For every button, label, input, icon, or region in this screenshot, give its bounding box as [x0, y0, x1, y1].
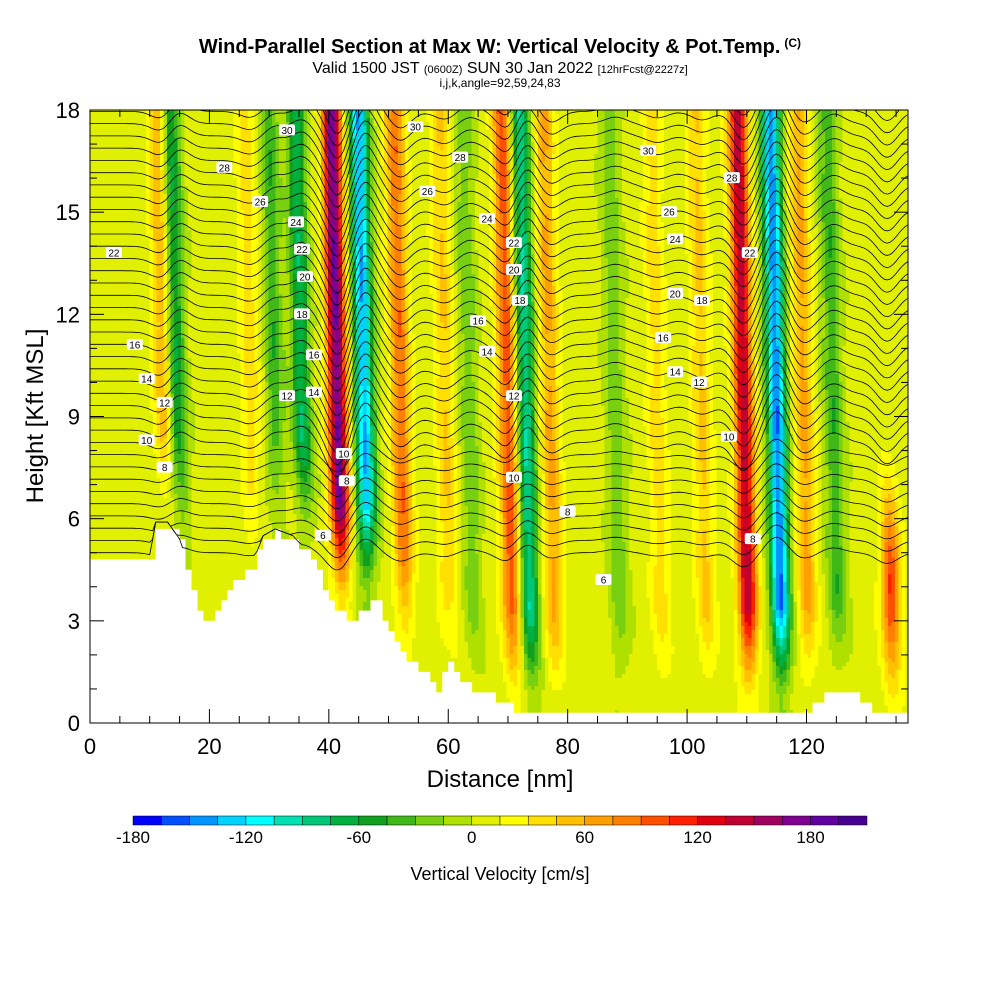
- theta-contour-label: 16: [655, 332, 671, 345]
- theta-contour-label: 16: [127, 339, 143, 352]
- colorbar-swatch: [189, 816, 217, 825]
- theta-contour-label: 30: [640, 145, 656, 158]
- theta-contour-label: 24: [288, 216, 304, 229]
- theta-contour-label: 26: [252, 196, 268, 209]
- colorbar-swatch: [133, 816, 161, 825]
- theta-contour-label: 22: [294, 244, 310, 257]
- colorbar-swatch: [839, 816, 867, 825]
- theta-contour-label: 12: [506, 390, 522, 403]
- theta-contour-label: 30: [407, 121, 423, 133]
- x-tick-label: 120: [788, 734, 825, 759]
- colorbar-tick-label: -120: [229, 828, 263, 847]
- colorbar-swatch: [359, 816, 387, 825]
- theta-contour-label: 6: [315, 530, 331, 543]
- y-tick-label: 18: [56, 98, 80, 123]
- theta-contour-label: 14: [139, 373, 155, 386]
- theta-contour-label: 10: [336, 448, 352, 461]
- theta-contour-label: 28: [216, 162, 232, 175]
- colorbar-swatch: [387, 816, 415, 825]
- theta-contour-label: 20: [506, 264, 522, 277]
- theta-contour-label: 26: [661, 206, 677, 219]
- colorbar-swatch: [302, 816, 330, 825]
- colorbar-tick-label: 180: [796, 828, 824, 847]
- y-tick-label: 6: [68, 507, 80, 532]
- x-tick-label: 80: [555, 734, 579, 759]
- theta-contour-label: 12: [157, 397, 173, 410]
- theta-contour-label: 8: [745, 533, 761, 546]
- theta-contour-label: 20: [667, 288, 683, 301]
- colorbar-swatch: [698, 816, 726, 825]
- colorbar-swatch: [500, 816, 528, 825]
- colorbar-label: Vertical Velocity [cm/s]: [0, 864, 1000, 885]
- theta-contour-label: 18: [294, 308, 310, 321]
- colorbar-swatch: [444, 816, 472, 825]
- theta-contour-label: 26: [419, 186, 435, 199]
- theta-contour-label: 8: [560, 506, 576, 518]
- theta-contour-label: 14: [479, 346, 495, 359]
- theta-contour-label: 10: [506, 472, 522, 485]
- theta-contour-label: 10: [139, 434, 155, 447]
- colorbar-swatch: [556, 816, 584, 825]
- theta-contour-label: 16: [470, 315, 486, 328]
- y-tick-label: 12: [56, 302, 80, 327]
- colorbar-swatch: [331, 816, 359, 825]
- colorbar-swatch: [669, 816, 697, 825]
- colorbar-swatch: [218, 816, 246, 825]
- colorbar-swatch: [472, 816, 500, 825]
- theta-contour-label: 28: [724, 172, 740, 185]
- colorbar-tick-label: -180: [116, 828, 150, 847]
- x-tick-label: 0: [84, 734, 96, 759]
- colorbar: -180 -120 -60 0 60 120 180: [116, 816, 867, 847]
- y-tick-label: 0: [68, 711, 80, 736]
- y-tick-label: 15: [56, 200, 80, 225]
- colorbar-tick-label: -60: [347, 828, 372, 847]
- colorbar-swatch: [726, 816, 754, 825]
- colorbar-tick-label: 120: [683, 828, 711, 847]
- theta-contour-label: 20: [297, 271, 313, 284]
- theta-contour-label: 18: [694, 295, 710, 308]
- colorbar-swatch: [274, 816, 302, 825]
- y-tick-label: 9: [68, 405, 80, 430]
- theta-contour-label: 8: [339, 475, 355, 488]
- theta-contour-label: 10: [721, 431, 737, 444]
- x-axis-label: Distance [nm]: [0, 766, 1000, 794]
- theta-contour-label: 6: [595, 574, 611, 587]
- theta-contour-label: 16: [306, 349, 322, 362]
- x-tick-label: 60: [436, 734, 460, 759]
- x-tick-label: 40: [317, 734, 341, 759]
- cross-section-chart: 3028262422201816141222161412108108630282…: [0, 0, 1000, 1000]
- theta-contour-label: 14: [306, 387, 322, 400]
- colorbar-swatch: [811, 816, 839, 825]
- colorbar-swatch: [641, 816, 669, 825]
- colorbar-swatch: [415, 816, 443, 825]
- theta-contour-label: 28: [452, 152, 468, 165]
- y-axis-label: Height [Kft MSL]: [22, 316, 50, 516]
- theta-contour-label: 22: [742, 247, 758, 259]
- theta-contour-line: [90, 44, 908, 110]
- theta-contour-label: 30: [279, 124, 295, 137]
- x-tick-label: 20: [197, 734, 221, 759]
- colorbar-swatch: [585, 816, 613, 825]
- y-tick-label: 3: [68, 609, 80, 634]
- theta-contour-label: 24: [479, 213, 495, 226]
- theta-contour-label: 24: [667, 233, 683, 246]
- colorbar-tick-label: 60: [575, 828, 594, 847]
- colorbar-swatch: [161, 816, 189, 825]
- theta-contour-label: 22: [506, 237, 522, 250]
- colorbar-tick-label: 0: [467, 828, 476, 847]
- colorbar-swatch: [754, 816, 782, 825]
- theta-contour-label: 18: [512, 295, 528, 308]
- theta-contour-label: 8: [157, 462, 173, 475]
- theta-contour-label: 22: [106, 247, 122, 259]
- theta-contour-label: 12: [691, 376, 707, 389]
- colorbar-swatch: [782, 816, 810, 825]
- colorbar-swatch: [528, 816, 556, 825]
- colorbar-swatch: [246, 816, 274, 825]
- theta-contour-label: 12: [279, 390, 295, 403]
- theta-contour-label: 14: [667, 366, 683, 379]
- x-tick-label: 100: [669, 734, 706, 759]
- colorbar-swatch: [613, 816, 641, 825]
